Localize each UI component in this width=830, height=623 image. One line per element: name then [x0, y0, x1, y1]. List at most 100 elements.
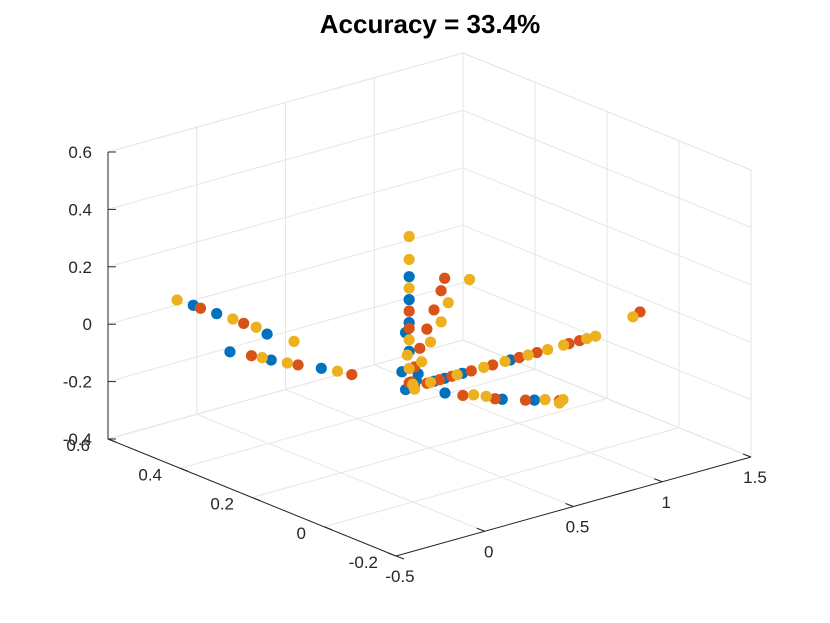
z-tick-label: 0.2 [68, 258, 92, 277]
data-point [331, 365, 344, 377]
z-tick-label: -0.2 [63, 373, 92, 392]
x-tick-label: 1.5 [743, 468, 767, 487]
data-point [424, 336, 437, 348]
data-point [194, 302, 207, 314]
y-tick [179, 467, 189, 472]
z-tick-label: -0.4 [63, 430, 92, 449]
data-point [408, 383, 421, 395]
data-point [553, 397, 566, 409]
data-point [528, 394, 541, 406]
data-point [403, 253, 415, 266]
data-point [463, 273, 476, 286]
grid-line [107, 109, 464, 210]
data-point [519, 394, 532, 406]
y-tick-label: 0 [297, 524, 306, 543]
data-point [499, 355, 511, 368]
y-tick-label: 0.2 [210, 495, 234, 514]
data-point [478, 361, 490, 373]
x-tick [476, 527, 485, 532]
data-point [489, 393, 501, 405]
data-point [558, 339, 570, 351]
grid-line [462, 282, 752, 401]
data-point [513, 351, 525, 364]
data-point [227, 313, 239, 325]
grid-line [462, 52, 752, 171]
z-tick-label: 0.6 [68, 143, 92, 162]
data-point [522, 349, 534, 361]
y-tick-label: -0.2 [349, 553, 378, 572]
data-point [435, 285, 447, 297]
data-point [171, 294, 183, 306]
y-tick [395, 555, 405, 560]
data-point [465, 365, 477, 377]
data-point [468, 389, 480, 401]
z-tick-label: 0.4 [68, 200, 92, 219]
data-point [261, 328, 273, 340]
y-tick [251, 497, 261, 501]
x-tick-label: 0.5 [566, 518, 590, 537]
grid-line [107, 224, 464, 325]
data-point [288, 335, 300, 347]
grid-line [107, 52, 464, 153]
x-tick-label: -0.5 [385, 567, 414, 586]
y-tick-label: 0.4 [138, 465, 162, 484]
data-point [403, 282, 415, 294]
data-point [315, 362, 327, 374]
grid-line [179, 368, 536, 469]
data-point [487, 359, 499, 371]
data-point [421, 323, 433, 335]
data-point [433, 374, 445, 386]
data-point [256, 352, 268, 364]
grid-line [251, 398, 608, 498]
x-tick-label: 1 [662, 493, 671, 512]
data-point [245, 350, 258, 362]
grid-line [462, 167, 752, 286]
data-point [416, 356, 428, 368]
data-point [414, 342, 426, 354]
grid-line [462, 109, 752, 228]
x-tick [654, 478, 663, 483]
data-point [403, 334, 415, 346]
data-point [211, 308, 223, 320]
x-tick [565, 503, 574, 507]
data-point [480, 390, 492, 402]
data-point [403, 362, 415, 375]
data-point [627, 311, 639, 323]
tick-labels: -0.500.511.5-0.200.20.40.6-0.4-0.200.20.… [63, 143, 767, 586]
grid-line [107, 167, 464, 268]
data-point [542, 343, 554, 356]
data-point [401, 349, 413, 361]
data-point [403, 322, 415, 334]
data-point [439, 387, 451, 399]
data-point [581, 333, 593, 345]
data-point [403, 230, 415, 243]
grid-line [462, 224, 752, 343]
y-tick [323, 526, 333, 531]
data-point [435, 316, 447, 328]
data-point [281, 357, 293, 369]
z-tick-label: 0 [83, 315, 92, 334]
data-point [403, 294, 415, 306]
data-point [539, 394, 551, 406]
data-point [346, 369, 358, 381]
data-point [403, 271, 415, 283]
x-tick [387, 552, 397, 557]
y-tick-label: 0.6 [66, 436, 90, 455]
data-point [424, 376, 437, 388]
axis-layer [107, 151, 752, 560]
data-point [224, 346, 236, 358]
data-point [403, 305, 415, 317]
chart-title: Accuracy = 33.4% [320, 9, 540, 39]
data-point [292, 359, 304, 371]
x-tick [742, 453, 752, 458]
data-points [171, 230, 646, 409]
grid-line [323, 427, 680, 528]
data-point [238, 317, 250, 329]
data-point [428, 304, 440, 316]
data-point [451, 369, 463, 381]
data-point [439, 272, 451, 284]
data-point [265, 354, 277, 366]
data-point [250, 321, 262, 333]
data-point [589, 330, 602, 342]
data-point [442, 297, 454, 309]
